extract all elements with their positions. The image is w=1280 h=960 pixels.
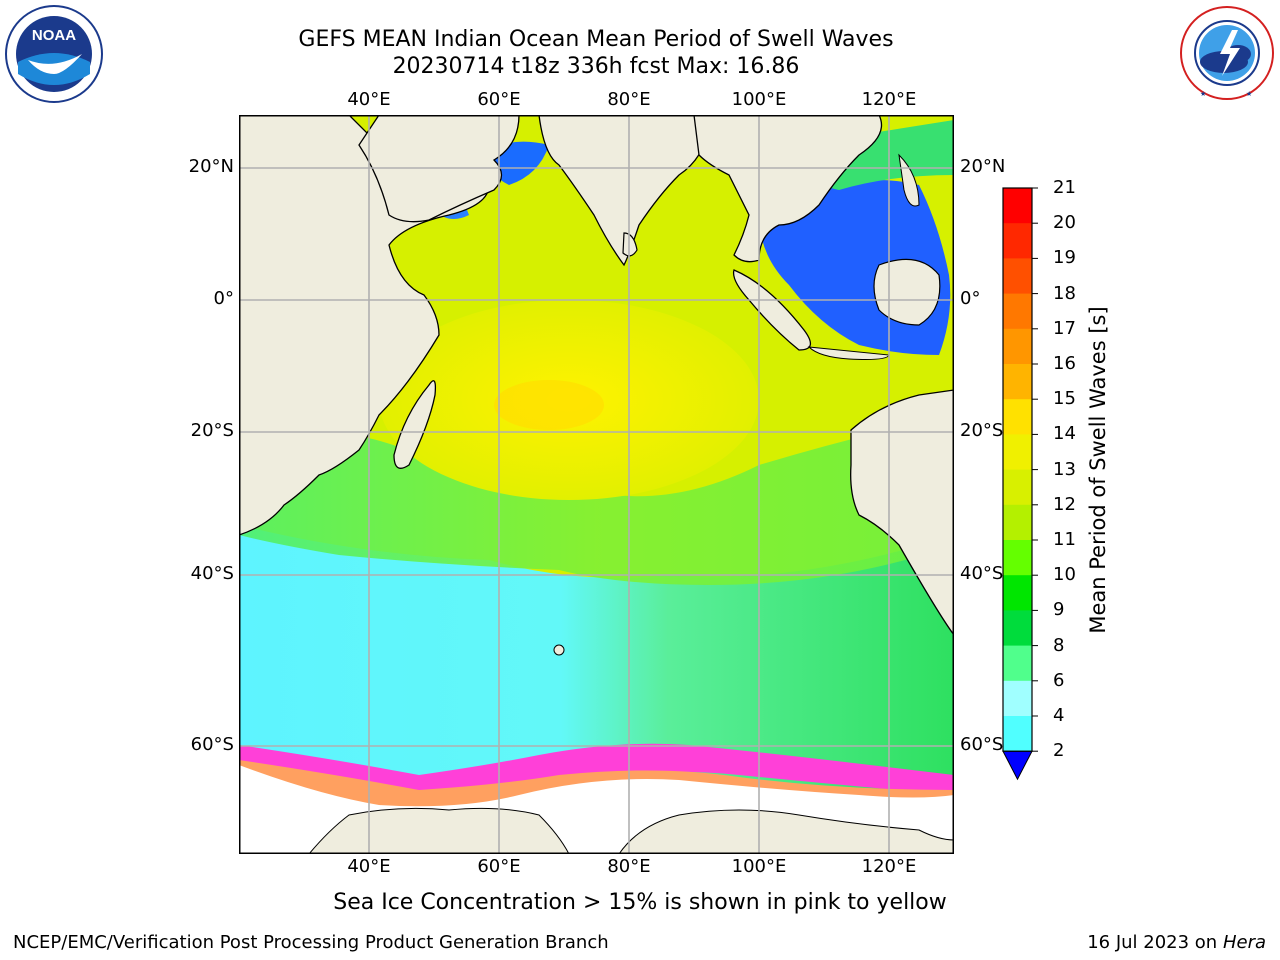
colorbar-band [1003,680,1032,717]
nws-logo: ★ ★ [1180,6,1274,100]
lon-label-top-120e: 120°E [861,89,917,110]
colorbar-tick-label: 18 [1053,282,1076,304]
lon-label-top-40e: 40°E [347,89,391,110]
colorbar-tick-label: 19 [1053,247,1076,269]
noaa-logo-text: NOAA [32,27,76,44]
lat-label-right-0: 0° [960,288,981,309]
colorbar-band [1003,399,1032,435]
colorbar-band [1003,645,1032,682]
colorbar-band [1003,188,1032,224]
lon-label-top-80e: 80°E [607,89,651,110]
colorbar-tick-label: 4 [1053,705,1065,726]
chart-title: GEFS MEAN Indian Ocean Mean Period of Sw… [298,27,894,52]
lat-label-left-20n: 20°N [188,156,234,177]
colorbar-band [1003,434,1032,471]
sea-ice-note-text: Sea Ice Concentration > 15% is shown in … [333,890,947,915]
colorbar-tick-label: 10 [1053,564,1076,586]
lon-label-bottom-100e: 100°E [731,856,787,877]
lon-label-bottom-60e: 60°E [477,856,521,877]
colorbar-band [1003,364,1032,400]
colorbar-band [1003,610,1032,647]
colorbar-band [1003,469,1032,506]
lat-label-right-20s: 20°S [960,420,1004,441]
lon-label-bottom-80e: 80°E [607,856,651,877]
colorbar-tick-label: 16 [1053,353,1076,374]
colorbar-band [1003,540,1032,576]
colorbar-tick-label: 14 [1053,423,1076,445]
colorbar-band [1003,504,1032,541]
lat-label-left-20s: 20°S [190,420,234,441]
colorbar-tick-label: 15 [1053,388,1076,410]
colorbar-band [1003,223,1032,259]
colorbar-band [1003,328,1032,365]
colorbar-tick-label: 21 [1053,177,1076,198]
footer-date-text: 16 Jul 2023 on [1087,932,1218,953]
lon-label-top-60e: 60°E [477,89,521,110]
lat-label-right-60s: 60°S [960,734,1004,755]
colorbar-tick-label: 6 [1053,669,1065,691]
colorbar-band [1003,575,1032,611]
map-frame [239,115,954,854]
lon-label-top-100e: 100°E [731,89,787,110]
colorbar-tick-label: 11 [1053,529,1076,550]
footer-machine: Hera [1222,932,1266,953]
footer-date: 16 Jul 2023 on Hera [1087,932,1266,954]
svg-text:★: ★ [1200,90,1206,98]
colorbar-tick-label: 12 [1053,493,1076,515]
colorbar-tick-label: 20 [1053,212,1076,234]
footer-credit: NCEP/EMC/Verification Post Processing Pr… [13,932,609,953]
graticule [239,115,954,854]
lat-label-right-20n: 20°N [960,156,1006,177]
colorbar-extend-arrow [1002,750,1033,781]
lat-label-left-0: 0° [213,288,234,309]
lat-label-right-40s: 40°S [960,563,1004,584]
noaa-logo: NOAA [5,5,103,103]
colorbar-label: Mean Period of Swell Waves [s] [1086,306,1110,634]
colorbar-tick-label: 8 [1053,634,1065,656]
lat-label-left-40s: 40°S [190,563,234,584]
svg-text:★: ★ [1246,90,1252,98]
colorbar-tick-label: 17 [1053,317,1076,339]
lon-label-bottom-40e: 40°E [347,856,391,877]
lat-label-left-60s: 60°S [190,734,234,755]
colorbar-tick-label: 2 [1053,740,1065,762]
colorbar-band [1003,716,1032,752]
swell-period-map [239,115,954,854]
colorbar-tick-label: 9 [1053,599,1065,621]
colorbar-tick-label: 13 [1053,458,1076,480]
colorbar-band [1003,293,1032,330]
sea-ice-note: Sea Ice Concentration > 15% is shown in … [0,892,1280,914]
colorbar-band [1003,258,1032,295]
colorbar [1002,187,1038,781]
chart-subtitle: 20230714 t18z 336h fcst Max: 16.86 [392,54,800,79]
lon-label-bottom-120e: 120°E [861,856,917,877]
